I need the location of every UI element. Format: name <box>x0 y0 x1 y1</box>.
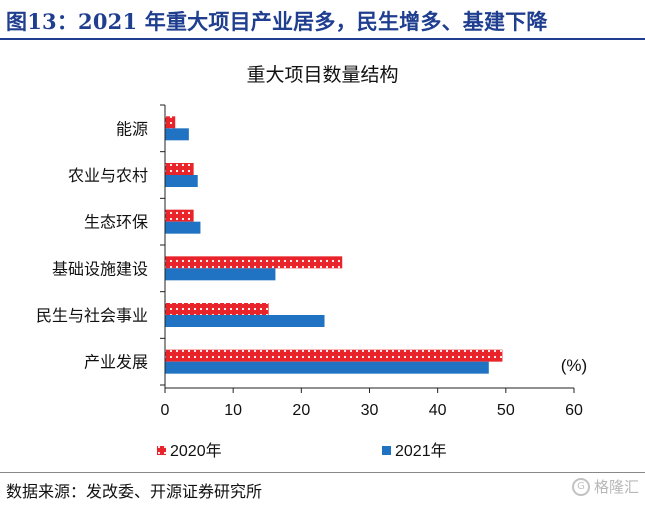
legend-swatch-2021 <box>382 446 391 455</box>
bar-2021-2 <box>165 221 201 234</box>
x-tick-label-6: 60 <box>565 402 583 419</box>
category-label-0: 能源 <box>116 119 148 138</box>
bar-2020-3 <box>165 256 343 269</box>
category-label-3: 基础设施建设 <box>52 259 148 278</box>
x-tick-label-2: 20 <box>292 402 310 419</box>
category-label-2: 生态环保 <box>84 213 148 232</box>
bar-2021-5 <box>165 361 489 374</box>
bar-2020-4 <box>165 303 269 315</box>
chart-title: 重大项目数量结构 <box>246 64 399 86</box>
unit-label: (%) <box>561 356 587 375</box>
category-label-1: 农业与农村 <box>68 166 148 185</box>
footer-rule <box>0 472 645 473</box>
category-label-5: 产业发展 <box>84 353 148 372</box>
bar-2021-1 <box>165 175 198 187</box>
watermark-text: 格隆汇 <box>593 478 639 496</box>
legend-label-2020: 2020年 <box>170 442 222 460</box>
x-tick-label-5: 50 <box>497 402 515 419</box>
bar-2020-1 <box>165 163 194 175</box>
bar-2021-4 <box>165 315 325 327</box>
legend-swatch-2020 <box>157 446 166 455</box>
x-tick-label-3: 30 <box>361 402 379 419</box>
bar-2020-5 <box>165 349 503 362</box>
bar-2020-0 <box>165 116 176 129</box>
bar-2021-3 <box>165 268 276 281</box>
bar-2021-0 <box>165 128 189 141</box>
figure-title: 图13：2021 年重大项目产业居多，民生增多、基建下降 <box>6 9 548 34</box>
figure-header: 图13：2021 年重大项目产业居多，民生增多、基建下降 <box>0 0 645 40</box>
source-note: 数据来源：发改委、开源证券研究所 <box>6 482 263 501</box>
title-rule <box>0 38 645 40</box>
x-tick-label-1: 10 <box>224 402 242 419</box>
x-tick-label-4: 40 <box>429 402 447 419</box>
x-tick-label-0: 0 <box>161 402 170 419</box>
legend-label-2021: 2021年 <box>395 442 447 460</box>
watermark: G 格隆汇 <box>571 476 639 497</box>
category-label-4: 民生与社会事业 <box>36 306 148 325</box>
watermark-logo-icon: G <box>571 477 590 496</box>
bar-2020-2 <box>165 209 194 222</box>
